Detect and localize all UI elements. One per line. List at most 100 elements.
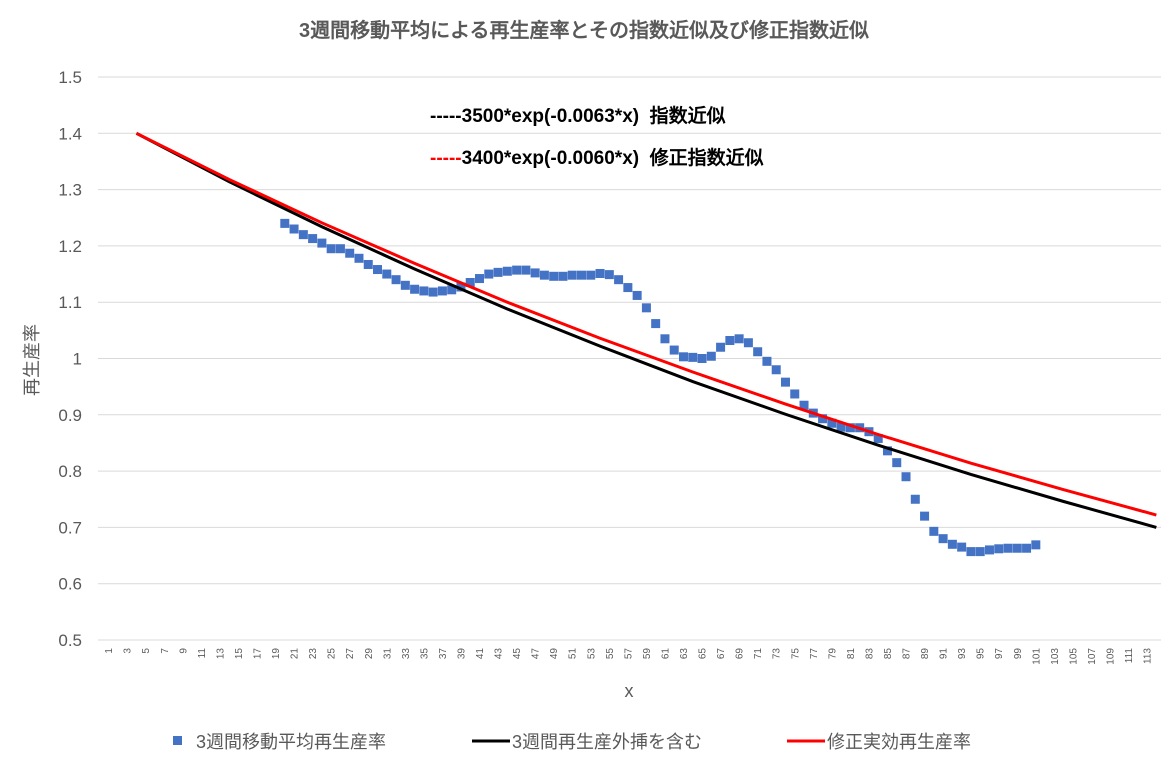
scatter-point xyxy=(437,286,447,296)
x-tick-label: 21 xyxy=(290,648,301,660)
scatter-point xyxy=(716,342,726,352)
x-tick-label: 99 xyxy=(1013,648,1024,660)
scatter-point xyxy=(827,418,837,428)
scatter-point xyxy=(382,269,392,279)
scatter-point xyxy=(753,347,763,357)
x-tick-label: 73 xyxy=(772,648,783,660)
x-tick-label: 11 xyxy=(197,648,208,659)
scatter-point xyxy=(845,423,855,433)
y-tick-label: 1.4 xyxy=(58,124,82,143)
black-fit-line xyxy=(135,131,1157,529)
scatter-point xyxy=(558,271,568,281)
y-tick-label: 1.2 xyxy=(58,237,82,256)
x-tick-label: 9 xyxy=(178,648,189,654)
y-tick-label: 0.9 xyxy=(58,406,82,425)
legend-label-black-line: 3週間再生産外挿を含む xyxy=(512,732,702,752)
x-tick-label: 45 xyxy=(512,648,523,660)
x-tick-label: 23 xyxy=(308,648,319,660)
x-tick-label: 109 xyxy=(1106,648,1117,665)
scatter-point xyxy=(530,268,540,278)
x-tick-label: 29 xyxy=(364,648,375,660)
scatter-point xyxy=(901,472,911,482)
x-tick-label: 81 xyxy=(846,648,857,660)
scatter-point xyxy=(391,275,401,285)
scatter-point xyxy=(920,511,930,521)
scatter-point xyxy=(289,224,299,234)
x-axis-title: x xyxy=(625,681,634,701)
scatter-point xyxy=(549,271,559,281)
x-tick-label: 59 xyxy=(642,648,653,660)
x-tick-label: 19 xyxy=(271,648,282,660)
scatter-point xyxy=(512,265,522,275)
scatter-point xyxy=(771,365,781,375)
scatter-point xyxy=(521,265,531,275)
x-tick-label: 3 xyxy=(123,648,134,654)
x-tick-label: 31 xyxy=(382,648,393,660)
annotation-text: 3500*exp(-0.0063*x) 指数近似 xyxy=(462,104,726,127)
legend-marker-scatter xyxy=(173,736,182,745)
x-tick-label: 105 xyxy=(1068,648,1079,665)
scatter-point xyxy=(697,354,707,363)
scatter-point xyxy=(975,547,985,557)
x-axis-ticks: 1 3 5 7 9 11 13 15 17 19 21 23 25 27 29 31 33 35 37 39 41 43 4… xyxy=(104,648,1153,665)
scatter-point xyxy=(475,274,485,284)
scatter-point xyxy=(632,290,642,300)
annotation-modified-exp-fit: -----3400*exp(-0.0060*x) 修正指数近似 xyxy=(430,146,764,169)
scatter-point xyxy=(1003,543,1013,553)
scatter-point xyxy=(706,351,716,361)
scatter-point xyxy=(882,446,892,456)
scatter-point xyxy=(335,244,345,254)
y-tick-label: 1.3 xyxy=(58,181,82,200)
scatter-point xyxy=(984,545,994,555)
x-tick-label: 51 xyxy=(568,648,579,660)
scatter-point xyxy=(447,285,457,295)
chart-title: 3週間移動平均による再生産率とその指数近似及び修正指数近似 xyxy=(299,18,869,42)
scatter-point xyxy=(493,267,503,277)
y-tick-label: 0.6 xyxy=(58,575,82,594)
scatter-point xyxy=(836,422,846,432)
scatter-point xyxy=(539,270,549,280)
x-tick-label: 33 xyxy=(401,648,412,660)
legend: 3週間移動平均再生産率 3週間再生産外挿を含む 修正実効再生産率 xyxy=(173,732,971,752)
scatter-point xyxy=(947,539,957,549)
x-tick-label: 37 xyxy=(438,648,449,660)
x-tick-label: 95 xyxy=(976,648,987,660)
scatter-point xyxy=(484,269,494,279)
scatter-point xyxy=(725,335,735,345)
x-tick-label: 71 xyxy=(753,648,764,660)
scatter-point xyxy=(586,270,596,280)
scatter-point xyxy=(502,266,512,276)
y-axis-title: 再生産率 xyxy=(22,324,42,396)
y-tick-label: 1 xyxy=(73,350,82,369)
x-tick-label: 25 xyxy=(327,648,338,660)
x-tick-label: 67 xyxy=(716,648,727,660)
scatter-point xyxy=(994,544,1004,554)
scatter-point xyxy=(308,234,318,244)
scatter-point xyxy=(678,352,688,362)
x-tick-label: 69 xyxy=(735,648,746,660)
x-tick-label: 39 xyxy=(456,648,467,660)
scatter-point xyxy=(873,433,883,443)
scatter-point xyxy=(734,334,744,344)
x-tick-label: 97 xyxy=(994,648,1005,660)
x-tick-label: 13 xyxy=(215,648,226,660)
x-tick-label: 93 xyxy=(957,648,968,660)
scatter-point xyxy=(957,542,967,552)
x-tick-label: 1 xyxy=(104,648,115,654)
x-tick-label: 101 xyxy=(1031,648,1042,665)
x-tick-label: 107 xyxy=(1087,648,1098,665)
scatter-point xyxy=(373,265,383,275)
scatter-point xyxy=(743,338,753,348)
scatter-point xyxy=(799,400,809,410)
y-axis-ticks: 0.5 0.6 0.7 0.8 0.9 1 1.1 1.2 1.3 1.4 1.5 xyxy=(58,68,82,650)
scatter-point xyxy=(762,356,772,366)
x-tick-label: 53 xyxy=(586,648,597,660)
scatter-point xyxy=(780,377,790,387)
x-tick-label: 47 xyxy=(531,648,542,660)
x-tick-label: 41 xyxy=(475,648,486,660)
legend-label-scatter: 3週間移動平均再生産率 xyxy=(196,732,386,752)
x-tick-label: 111 xyxy=(1124,648,1135,664)
scatter-point xyxy=(660,334,670,344)
scatter-point xyxy=(428,287,438,297)
